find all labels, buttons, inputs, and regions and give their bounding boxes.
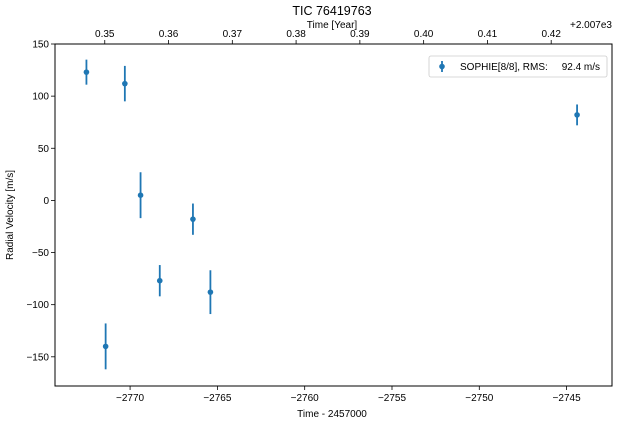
top-tick-label: 0.40	[414, 29, 434, 40]
x-axis-label: Time - 2457000	[297, 409, 367, 420]
legend: SOPHIE[8/8], RMS: 92.4 m/s	[428, 55, 608, 78]
data-point	[102, 343, 109, 350]
x-tick-label: −2760	[291, 393, 320, 404]
data-point	[574, 112, 580, 118]
top-tick-label: 0.41	[478, 29, 498, 40]
top-tick-label: 0.35	[95, 29, 115, 40]
y-tick-label: 100	[32, 92, 49, 103]
data-point	[137, 192, 144, 198]
y-tick-label: −150	[26, 352, 49, 363]
y-tick-label: −50	[32, 248, 49, 259]
y-axis-label: Radial Velocity [m/s]	[5, 170, 16, 260]
data-point	[156, 277, 163, 284]
legend-point-marker	[439, 63, 445, 70]
data-point	[122, 80, 128, 87]
data-point	[207, 289, 214, 295]
top-tick-label: 0.36	[159, 29, 179, 40]
x-tick-label: −2745	[553, 393, 582, 404]
data-marks	[83, 59, 580, 370]
top-tick-label: 0.39	[350, 29, 370, 40]
legend-box	[428, 55, 608, 78]
legend-label-sophie: SOPHIE[8/8], RMS: 92.4 m/s	[460, 62, 600, 73]
y-tick-label: 50	[38, 144, 50, 155]
top-tick-label: 0.38	[286, 29, 306, 40]
x-tick-label: −2770	[116, 393, 145, 404]
top-tick-label: 0.37	[223, 29, 243, 40]
x-tick-label: −2755	[378, 393, 407, 404]
data-point	[190, 216, 196, 222]
top-tick-label: 0.42	[541, 29, 561, 40]
y-tick-label: 0	[43, 196, 49, 207]
chart-title: TIC 76419763	[292, 4, 371, 18]
axis-ticks: −2770 −2765 −2760 −2755 −2750 −2745 −150 −100 −5…	[26, 29, 581, 404]
data-point	[83, 69, 90, 75]
top-axis-offset-label: +2.007e3	[570, 20, 612, 31]
top-axis-label: Time [Year]	[307, 20, 358, 31]
plot-frame	[54, 43, 613, 387]
y-tick-label: −100	[26, 300, 49, 311]
x-tick-label: −2750	[465, 393, 494, 404]
x-tick-label: −2765	[203, 393, 232, 404]
y-tick-label: 150	[32, 40, 49, 51]
